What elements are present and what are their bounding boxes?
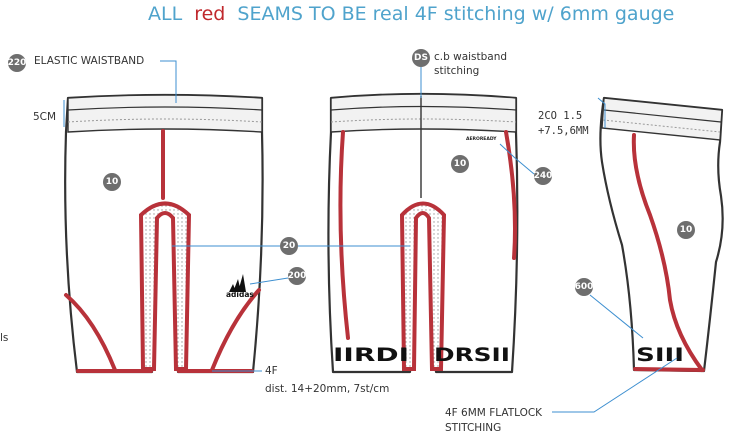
badge-fabric-front: 10: [103, 173, 121, 191]
page-title: ALL red SEAMS TO BE real 4F stitching w/…: [148, 3, 674, 25]
badge-600: 600: [575, 278, 594, 296]
badge-200-text: 200: [288, 271, 307, 281]
badge-20: 20: [280, 237, 298, 255]
aeroready-leader: [499, 143, 535, 175]
badge-240: 240: [534, 167, 553, 185]
adidas-logo-stripes: [229, 274, 246, 292]
adidas-logo: adidas: [226, 274, 254, 299]
edge-mark: ls: [0, 332, 8, 344]
badge-ds-text: DS: [414, 53, 428, 63]
hem-label-line2: dist. 14+20mm, 7st/cm: [265, 383, 389, 395]
badge-220-text: 220: [8, 58, 27, 68]
flatlock-leader: [552, 357, 678, 413]
back-right-panel-seam: [504, 130, 517, 260]
back-waistband-stitch: [330, 118, 517, 123]
side-hem-seam: [633, 367, 705, 372]
aeroready-mark: AEROREADY: [466, 136, 497, 142]
title-part-red: red: [194, 3, 225, 25]
side-seam: [631, 133, 704, 372]
badge-20-text: 20: [283, 241, 296, 251]
adidas-leader: [249, 277, 289, 285]
front-waistband-top-edge: [67, 106, 263, 111]
side-waistband-top-edge: [603, 109, 722, 123]
cb-stitching-line1: c.b waistband: [434, 51, 507, 63]
back-shorts-outline: [327, 92, 519, 374]
front-left-seam: [64, 293, 117, 372]
co-line1: 2CO 1.5: [538, 110, 582, 122]
back-waistband-top-edge: [330, 105, 517, 111]
badge-fabric-back: 10: [451, 155, 469, 173]
front-waistband: [67, 94, 263, 133]
back-print-left: IIRDI: [333, 344, 409, 366]
height-label: 5CM: [33, 111, 56, 123]
back-print-right: DRSII: [434, 344, 510, 366]
front-gusset: [138, 201, 192, 371]
badge-200: 200: [288, 267, 307, 285]
back-left-panel-seam: [338, 130, 350, 340]
elastic-waistband-leader: [160, 60, 177, 103]
badge-fabric-side: 10: [677, 221, 695, 239]
adidas-logo-text: adidas: [226, 290, 254, 299]
side-view: SIII: [599, 96, 724, 373]
cb-stitching-line2: stitching: [434, 65, 479, 77]
side-print: SIII: [636, 344, 684, 366]
elastic-waistband-label: ELASTIC WAISTBAND: [34, 55, 144, 67]
front-right-seam: [210, 288, 261, 372]
back-waistband: [330, 93, 517, 133]
title-part-1: ALL: [148, 3, 183, 25]
back-view: IIRDI DRSII AEROREADY: [327, 92, 519, 374]
badge-ds: DS: [412, 49, 430, 67]
front-view: adidas: [64, 93, 264, 374]
badge-220: 220: [8, 54, 27, 72]
badge-600-text: 600: [575, 282, 594, 292]
badge-fabric-front-text: 10: [106, 177, 119, 187]
co-line2: +7.5,6MM: [538, 125, 589, 137]
badge-240-text: 240: [534, 171, 553, 181]
co-leader: [597, 97, 606, 128]
side-print-leader: [589, 294, 644, 339]
badge-fabric-back-text: 10: [454, 159, 467, 169]
flatlock-line2: STITCHING: [445, 422, 501, 434]
back-gusset: [399, 201, 447, 371]
title-part-3: SEAMS TO BE real 4F stitching w/ 6mm gau…: [237, 3, 674, 25]
badge-fabric-side-text: 10: [680, 225, 693, 235]
flatlock-line1: 4F 6MM FLATLOCK: [445, 407, 543, 419]
front-waistband-stitch: [67, 118, 263, 123]
hem-label-line1: 4F: [265, 365, 278, 377]
